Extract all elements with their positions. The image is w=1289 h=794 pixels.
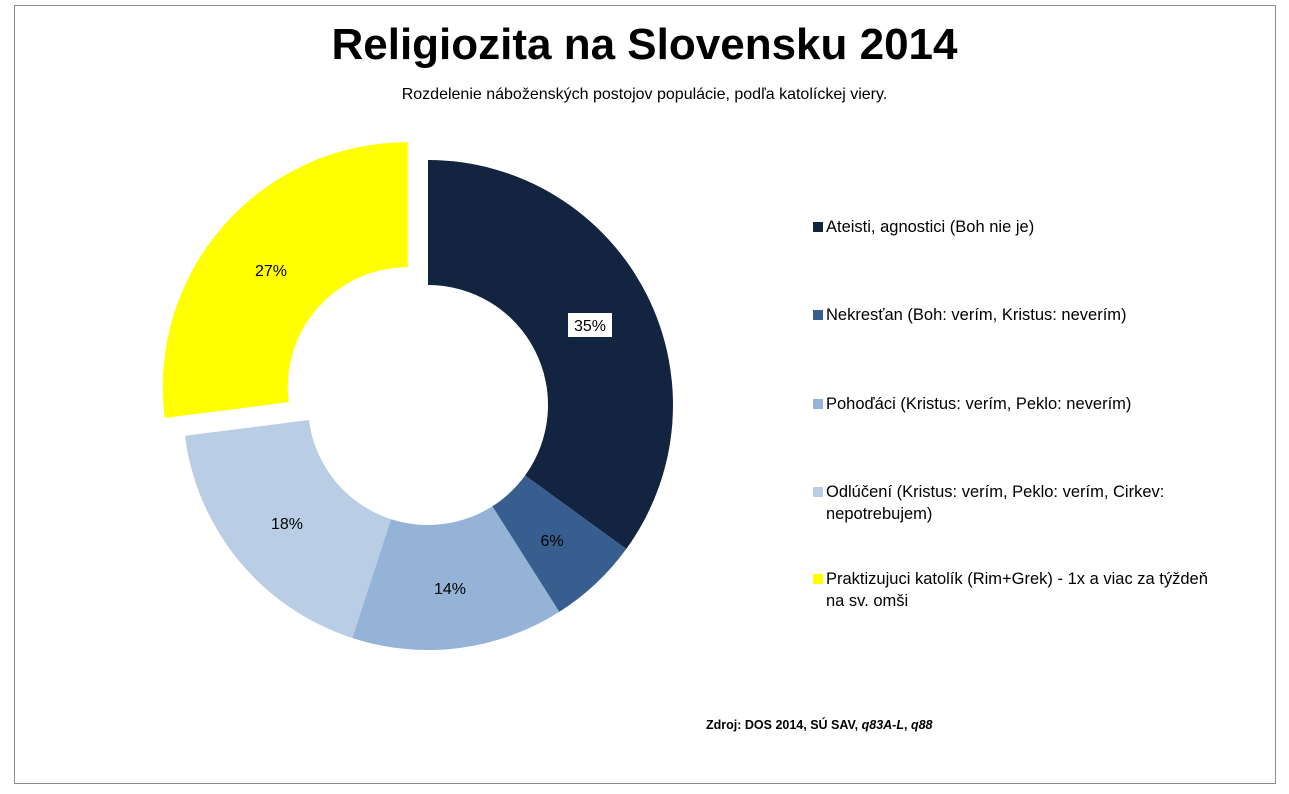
legend-item-0: Ateisti, agnostici (Boh nie je) <box>813 216 1213 238</box>
legend-label: Nekresťan (Boh: verím, Kristus: neverím) <box>826 306 1127 324</box>
data-label-box <box>568 313 612 337</box>
legend-label: Ateisti, agnostici (Boh nie je) <box>826 218 1035 236</box>
legend-label: Odlúčení (Kristus: verím, Peklo: verím, … <box>826 483 1165 523</box>
chart-frame <box>14 5 1276 784</box>
legend-item-2: Pohoďáci (Kristus: verím, Peklo: neverím… <box>813 393 1213 415</box>
chart-title: Religiozita na Slovensku 2014 <box>331 20 958 69</box>
data-label-4: 27% <box>255 263 287 280</box>
source-q1: q83A-L <box>861 718 904 732</box>
chart-subtitle: Rozdelenie náboženských postojov populác… <box>401 86 888 103</box>
legend-item-1: Nekresťan (Boh: verím, Kristus: neverím) <box>813 304 1213 326</box>
slice-0 <box>428 160 673 550</box>
data-label-0: 35% <box>574 318 606 335</box>
data-label-1: 6% <box>540 533 563 550</box>
legend-item-4: Praktizujuci katolík (Rim+Grek) - 1x a v… <box>813 568 1213 612</box>
legend-item-3: Odlúčení (Kristus: verím, Peklo: verím, … <box>813 481 1213 525</box>
slice-2 <box>352 506 560 650</box>
slice-4 <box>162 142 408 418</box>
legend-swatch <box>813 487 823 497</box>
legend-label: Pohoďáci (Kristus: verím, Peklo: neverím… <box>826 395 1132 413</box>
data-label-2: 14% <box>434 581 466 598</box>
slice-3 <box>184 420 391 639</box>
source-q2: q88 <box>910 718 933 732</box>
legend-swatch <box>813 399 823 409</box>
legend-swatch <box>813 310 823 320</box>
source-prefix: Zdroj: DOS 2014, SÚ SAV, <box>706 718 862 732</box>
data-label-3: 18% <box>271 516 303 533</box>
slice-1 <box>492 475 627 612</box>
source-note: Zdroj: DOS 2014, SÚ SAV, q83A-L, q88 <box>706 718 932 732</box>
legend-swatch <box>813 574 823 584</box>
legend-label: Praktizujuci katolík (Rim+Grek) - 1x a v… <box>826 570 1208 610</box>
legend-swatch <box>813 222 823 232</box>
source-sep: , <box>903 718 911 732</box>
